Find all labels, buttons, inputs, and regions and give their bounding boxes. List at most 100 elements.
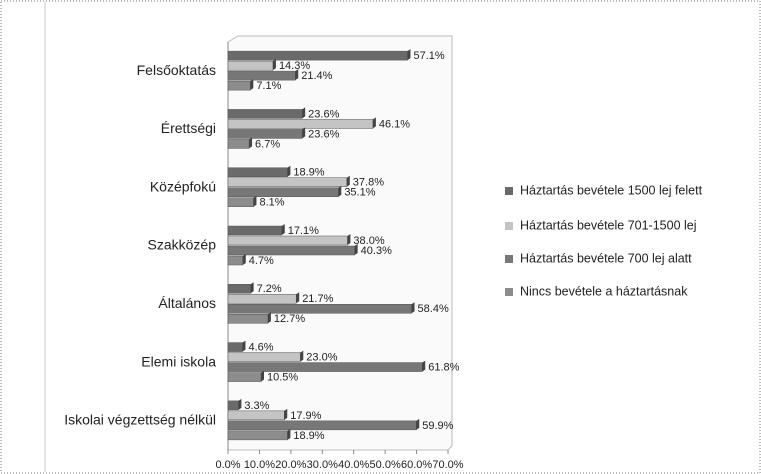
bar-end-face <box>284 408 288 420</box>
bar <box>227 167 288 177</box>
bar <box>227 245 355 256</box>
value-label: 38.0% <box>353 235 384 247</box>
bar-end-face <box>338 185 342 197</box>
bar-end-face <box>249 137 253 149</box>
bar-end-face <box>250 79 254 91</box>
bar <box>227 70 296 81</box>
bar-end-face <box>238 398 242 410</box>
value-label: 21.7% <box>302 293 333 305</box>
value-label: 14.3% <box>279 60 310 72</box>
x-tick-label: 30.0% <box>307 459 338 471</box>
x-tick-label: 70.0% <box>432 459 463 471</box>
category-label: Érettségi <box>161 120 216 136</box>
category-label: Elemi iskola <box>141 353 216 369</box>
bar-end-face <box>242 254 246 265</box>
bar <box>227 430 288 441</box>
category-label: Felsőoktatás <box>137 62 216 78</box>
value-label: 58.4% <box>418 303 449 315</box>
bar-end-face <box>407 49 411 61</box>
value-label: 18.9% <box>293 430 324 442</box>
value-label: 61.8% <box>428 361 459 373</box>
value-label: 17.9% <box>290 410 321 422</box>
bar-end-face <box>272 59 276 71</box>
bar <box>227 284 251 294</box>
value-label: 6.7% <box>255 138 280 150</box>
category-label: Általános <box>158 295 216 311</box>
bar <box>227 119 374 129</box>
value-label: 7.2% <box>257 283 282 295</box>
value-label: 37.8% <box>353 177 384 189</box>
legend-swatch <box>505 255 513 263</box>
bar-end-face <box>416 418 420 430</box>
value-label: 23.0% <box>306 351 337 363</box>
bar <box>227 139 250 149</box>
bar <box>227 197 254 207</box>
legend-label: Nincs bevétele a háztartásnak <box>520 284 688 298</box>
bar <box>227 410 285 421</box>
bar <box>227 129 303 139</box>
value-label: 23.6% <box>308 128 339 140</box>
legend-label: Háztartás bevétele 700 lej alatt <box>520 251 692 265</box>
bar <box>227 372 262 382</box>
bar-end-face <box>346 175 350 187</box>
legend-label: Háztartás bevétele 1500 lej felett <box>520 183 703 197</box>
x-tick-label: 50.0% <box>370 459 401 471</box>
bar <box>227 60 274 71</box>
bar <box>227 400 239 411</box>
value-label: 4.6% <box>248 341 273 353</box>
value-label: 23.6% <box>308 108 339 120</box>
bar <box>227 420 417 431</box>
x-tick-label: 40.0% <box>338 459 369 471</box>
value-label: 18.9% <box>293 167 324 179</box>
category-label: Középfokú <box>150 178 216 194</box>
bar <box>227 352 301 362</box>
value-label: 40.3% <box>361 245 392 257</box>
value-label: 17.1% <box>288 225 319 237</box>
bar-end-face <box>302 107 306 119</box>
bar-end-face <box>287 165 291 177</box>
bar <box>227 362 423 372</box>
value-label: 46.1% <box>379 118 410 130</box>
bar-end-face <box>300 350 304 362</box>
value-label: 3.3% <box>244 400 269 412</box>
value-label: 21.4% <box>301 70 332 82</box>
bar <box>227 304 412 314</box>
bar-end-face <box>287 428 291 440</box>
value-label: 7.1% <box>256 80 281 92</box>
bar <box>227 342 243 352</box>
value-label: 59.9% <box>422 420 453 432</box>
value-label: 35.1% <box>344 187 375 199</box>
x-tick-label: 10.0% <box>244 459 275 471</box>
bar-end-face <box>302 127 306 139</box>
bar-end-face <box>250 282 254 294</box>
category-label: Iskolai végzettség nélkül <box>64 412 216 428</box>
x-tick-label: 60.0% <box>401 459 432 471</box>
legend-swatch <box>505 222 513 230</box>
bar <box>227 187 339 197</box>
value-label: 10.5% <box>267 371 298 383</box>
bar-end-face <box>242 340 246 352</box>
bar-end-face <box>295 69 299 81</box>
bar <box>227 50 408 61</box>
bar-end-face <box>267 312 271 324</box>
bar-end-face <box>411 302 415 314</box>
category-label: Szakközép <box>148 237 217 253</box>
bar-end-face <box>281 224 285 235</box>
bar-end-face <box>422 360 426 372</box>
bar-end-face <box>253 195 257 207</box>
bar <box>227 109 303 119</box>
bar <box>227 314 269 324</box>
x-tick-label: 0.0% <box>215 459 240 471</box>
value-label: 8.1% <box>259 197 284 209</box>
value-label: 57.1% <box>413 50 444 62</box>
bar <box>227 255 244 266</box>
bar-end-face <box>261 370 264 382</box>
legend-swatch <box>505 187 513 195</box>
value-label: 4.7% <box>249 255 274 267</box>
bar <box>227 294 297 304</box>
legend-swatch <box>505 288 513 296</box>
bar <box>227 80 251 91</box>
bar-end-face <box>347 234 351 245</box>
bar <box>227 225 282 236</box>
